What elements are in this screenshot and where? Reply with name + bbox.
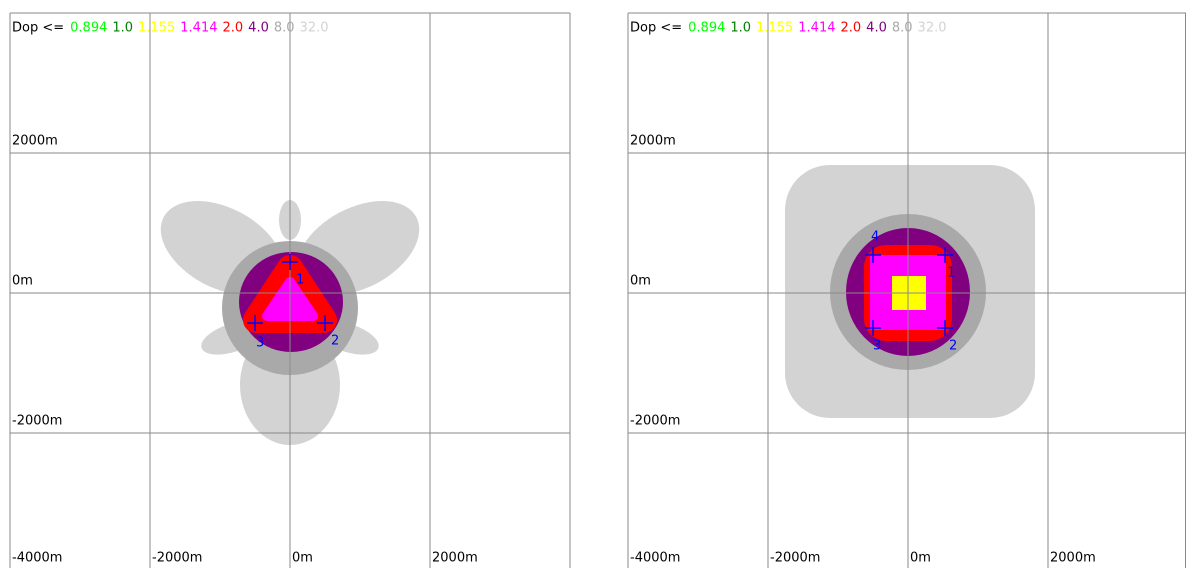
legend-value: 2.0	[840, 21, 861, 36]
legend-value: 0.894	[688, 21, 725, 36]
legend-value: 1.155	[138, 21, 175, 36]
overlay: Dop <= 0.894 1.0 1.155 1.414 2.0 4.0 8.0 32.0200…	[9, 12, 1186, 568]
legend-value: 4.0	[248, 21, 269, 36]
y-axis-label: 0m	[630, 274, 651, 289]
legend-label: Dop <=	[12, 21, 64, 36]
legend-value: 32.0	[300, 21, 329, 36]
legend-value: 1.0	[112, 21, 133, 36]
legend-value: 8.0	[892, 21, 913, 36]
station-label: 2	[949, 339, 957, 354]
station-label: 1	[296, 273, 304, 288]
x-axis-label: -2000m	[770, 551, 820, 566]
y-axis-label: -4000m	[630, 551, 680, 566]
legend-value: 2.0	[222, 21, 243, 36]
legend-value: 8.0	[274, 21, 295, 36]
y-axis-label: 2000m	[630, 134, 676, 149]
legend-label: Dop <=	[630, 21, 682, 36]
y-axis-label: 0m	[12, 274, 33, 289]
x-axis-label: -2000m	[152, 551, 202, 566]
legend-value: 1.414	[798, 21, 835, 36]
legend-value: 1.0	[730, 21, 751, 36]
legend-value: 1.414	[180, 21, 217, 36]
station-label: 3	[256, 336, 264, 351]
y-axis-label: -2000m	[630, 414, 680, 429]
right-regions	[785, 165, 1035, 418]
x-axis-label: 2000m	[1050, 551, 1096, 566]
legend-value: 1.155	[756, 21, 793, 36]
legend-value: 32.0	[918, 21, 947, 36]
y-axis-label: -2000m	[12, 414, 62, 429]
x-axis-label: 2000m	[432, 551, 478, 566]
station-label: 4	[871, 230, 879, 245]
legend-value: 4.0	[866, 21, 887, 36]
x-axis-label: 0m	[910, 551, 931, 566]
y-axis-label: -4000m	[12, 551, 62, 566]
station-label: 3	[873, 339, 881, 354]
y-axis-label: 2000m	[12, 134, 58, 149]
legend-value: 0.894	[70, 21, 107, 36]
x-axis-label: 0m	[292, 551, 313, 566]
station-label: 2	[331, 334, 339, 349]
station-label: 1	[947, 266, 955, 281]
